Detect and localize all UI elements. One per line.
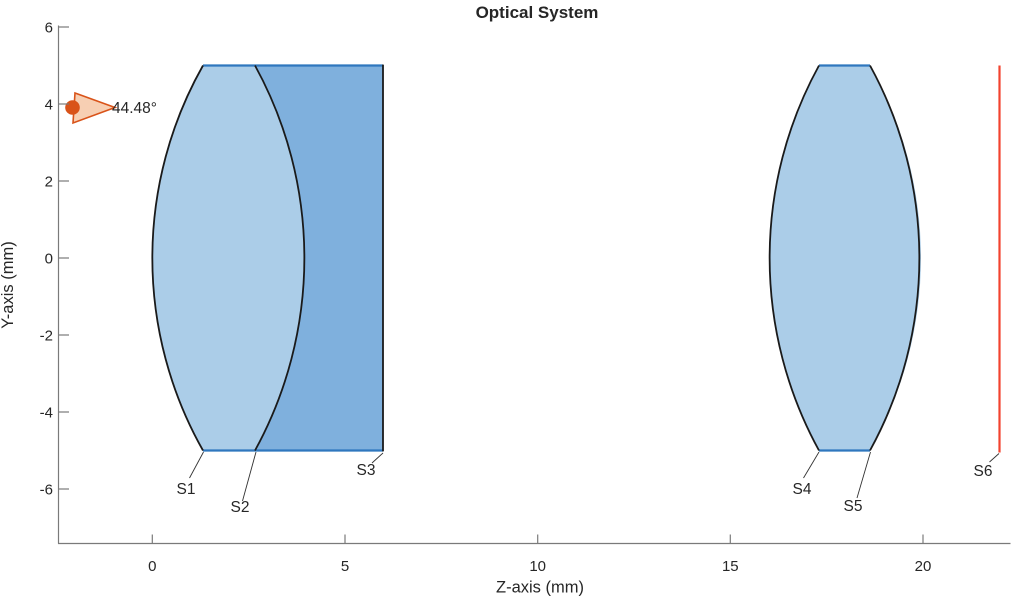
x-tick-label: 10 xyxy=(529,558,546,575)
s5-leader-line xyxy=(856,451,871,499)
surface-label-s4: S4 xyxy=(793,481,812,498)
surface-label-s1: S1 xyxy=(177,481,196,498)
surface-label-s3: S3 xyxy=(357,462,376,479)
surface-label-s2: S2 xyxy=(231,499,250,516)
plot-title: Optical System xyxy=(476,3,599,22)
s1-leader-line xyxy=(189,451,204,479)
y-tick-label: 2 xyxy=(45,174,53,191)
y-tick-label: -2 xyxy=(40,328,53,345)
surface-s2-profile xyxy=(254,65,306,451)
x-tick-label: 0 xyxy=(148,558,156,575)
x-tick-label: 5 xyxy=(341,558,349,575)
x-axis-label: Z-axis (mm) xyxy=(496,579,584,597)
surface-label-s6: S6 xyxy=(974,463,993,480)
surface-profiles xyxy=(151,64,921,452)
singlet-lens-glass xyxy=(769,65,921,451)
y-axis-label: Y-axis (mm) xyxy=(0,241,17,328)
s2-leader-line xyxy=(242,451,257,502)
surface-s4-profile xyxy=(768,65,820,451)
lens-rim-edges xyxy=(203,64,870,452)
y-tick-label: -6 xyxy=(40,482,53,499)
x-tick-label: 20 xyxy=(915,558,932,575)
field-point-marker xyxy=(65,100,80,115)
x-tick-labels: 0 5 10 15 20 xyxy=(148,558,931,575)
y-tick-label: -4 xyxy=(40,405,53,422)
surface-leader-lines xyxy=(189,451,1000,502)
x-ticks xyxy=(151,534,924,544)
s3-leader-line xyxy=(371,452,384,464)
surface-s1-profile xyxy=(151,65,204,451)
s4-leader-line xyxy=(803,451,820,479)
surface-s5-profile xyxy=(869,65,921,451)
surface-label-s5: S5 xyxy=(844,498,863,515)
y-ticks xyxy=(58,26,69,490)
field-angle-marker: 44.48° xyxy=(65,91,157,125)
y-tick-labels: 6 4 2 0 -2 -4 -6 xyxy=(40,20,53,499)
doublet-rear-element-glass xyxy=(255,65,383,451)
surface-labels: S1 S2 S3 S4 S5 S6 xyxy=(177,462,993,516)
y-tick-label: 4 xyxy=(45,97,53,114)
lens-elements xyxy=(152,65,921,451)
x-tick-label: 15 xyxy=(722,558,739,575)
field-angle-label: 44.48° xyxy=(112,100,157,117)
axes-box xyxy=(57,25,1011,545)
s6-leader-line xyxy=(989,453,1000,463)
y-tick-label: 6 xyxy=(45,20,53,37)
doublet-front-element-glass xyxy=(152,65,305,451)
y-tick-label: 0 xyxy=(45,251,53,268)
